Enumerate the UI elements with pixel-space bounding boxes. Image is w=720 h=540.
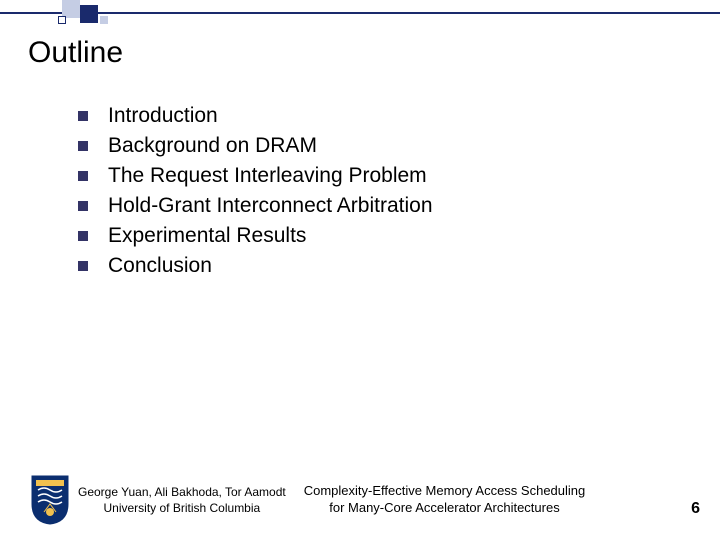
header-decoration [0,0,720,18]
outline-item-text: The Request Interleaving Problem [108,164,427,188]
decor-square [58,16,66,24]
bullet-icon [78,171,88,181]
slide-title: Outline [28,36,123,70]
outline-list: Introduction Background on DRAM The Reques… [78,104,433,284]
paper-title-line2: for Many-Core Accelerator Architectures [304,500,586,517]
bullet-icon [78,261,88,271]
outline-item: Introduction [78,104,433,128]
bullet-icon [78,111,88,121]
outline-item: Experimental Results [78,224,433,248]
outline-item: Hold-Grant Interconnect Arbitration [78,194,433,218]
page-number: 6 [691,500,700,518]
outline-item-text: Hold-Grant Interconnect Arbitration [108,194,433,218]
header-line [0,12,720,14]
bullet-icon [78,141,88,151]
outline-item-text: Experimental Results [108,224,306,248]
bullet-icon [78,231,88,241]
outline-item-text: Background on DRAM [108,134,317,158]
outline-item-text: Introduction [108,104,218,128]
outline-item: Background on DRAM [78,134,433,158]
bullet-icon [78,201,88,211]
outline-item: The Request Interleaving Problem [78,164,433,188]
affiliation-line: University of British Columbia [78,500,286,516]
authors-block: George Yuan, Ali Bakhoda, Tor Aamodt Uni… [78,484,286,516]
paper-title-line1: Complexity-Effective Memory Access Sched… [304,483,586,500]
outline-item-text: Conclusion [108,254,212,278]
ubc-logo [30,474,70,526]
footer: George Yuan, Ali Bakhoda, Tor Aamodt Uni… [0,474,720,526]
paper-title-block: Complexity-Effective Memory Access Sched… [304,483,586,517]
decor-square [80,5,98,23]
decor-square [100,16,108,24]
authors-line: George Yuan, Ali Bakhoda, Tor Aamodt [78,484,286,500]
outline-item: Conclusion [78,254,433,278]
